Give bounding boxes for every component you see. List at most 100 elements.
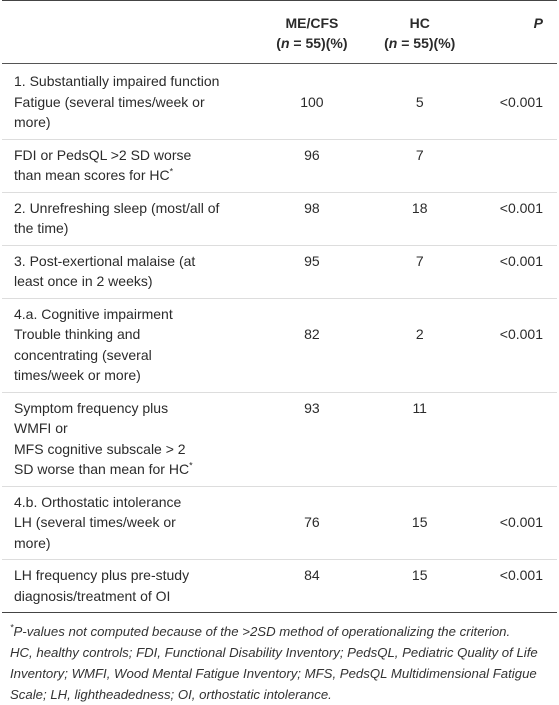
label-line: LH frequency plus pre-study (14, 567, 190, 583)
value-cell: <0.001 (474, 64, 557, 140)
cell-value: 93 (304, 399, 320, 416)
table-row: Symptom frequency plus WMFI or MFS cogniti… (2, 391, 557, 486)
header-cell: ME/CFS (n = 55)(%) (258, 0, 366, 64)
value-cell: 98 (258, 191, 366, 245)
value-cell: 7 (365, 138, 474, 192)
cell-value: 2 (415, 326, 424, 342)
cell-value: 18 (411, 199, 428, 216)
value-cell: 5 (366, 64, 474, 140)
header-subtitle: (n = 55)(%) (276, 35, 348, 51)
row-label: Symptom frequency plus WMFI or MFS cogniti… (2, 391, 258, 486)
cell-value: 84 (304, 567, 320, 583)
footnote-line: Inventory; WMFI, Wood Mental Fatigue Inv… (10, 663, 557, 684)
value-cell: 15 (365, 485, 474, 560)
cell-value: 15 (411, 567, 428, 583)
row-label: 3. Post-exertional malaise (at least once… (2, 244, 258, 298)
header-cell: P (473, 0, 557, 64)
value-cell: 100 (258, 64, 366, 140)
cell-value: <0.001 (499, 514, 543, 530)
footnote: *P-values not computed because of the >2… (2, 613, 557, 705)
cell-value: 11 (412, 399, 427, 416)
label-line: Fatigue (several times/week or (14, 93, 205, 110)
cell-value: 7 (415, 252, 424, 269)
value-cell: 11 (365, 391, 474, 486)
footnote-text: HC, healthy controls; FDI, Functional Di… (10, 645, 538, 660)
value-cell: <0.001 (473, 485, 557, 560)
value-cell: <0.001 (473, 191, 557, 245)
value-cell: 18 (365, 191, 474, 245)
footnote-line: Scale; LH, lightheadedness; OI, orthosta… (10, 684, 557, 705)
cell-value: <0.001 (499, 93, 543, 110)
footnote-line: *P-values not computed because of the >2… (10, 621, 557, 642)
cell-value: <0.001 (499, 199, 543, 216)
cell-value: 82 (304, 326, 320, 342)
cell-value: 7 (415, 146, 424, 163)
table-row: 3. Post-exertional malaise (at least once… (2, 244, 557, 298)
cell-value: 100 (300, 93, 324, 110)
label-line: WMFI or (14, 420, 68, 436)
row-label: LH frequency plus pre-study diagnosis/tre… (2, 559, 258, 613)
label-line: concentrating (several (14, 346, 152, 363)
label-line: more) (14, 534, 51, 551)
value-cell: 84 (258, 559, 366, 613)
header-title: ME/CFS (285, 15, 339, 31)
header-n: n (388, 35, 398, 51)
footnote-text: Scale; LH, lightheadedness; OI, orthosta… (10, 687, 332, 702)
header-n: n (280, 35, 290, 51)
value-cell: <0.001 (473, 559, 557, 613)
label-line: the time) (14, 220, 69, 236)
header-cell (2, 0, 258, 64)
value-cell: <0.001 (473, 297, 557, 392)
value-cell: 2 (365, 297, 474, 392)
value-cell: 76 (258, 485, 366, 560)
table-row: LH frequency plus pre-study diagnosis/tre… (2, 559, 557, 613)
label-line: MFS cognitive subscale > 2 (14, 440, 186, 457)
header-title: P (533, 15, 543, 31)
row-label: 2. Unrefreshing sleep (most/all of the ti… (2, 191, 258, 245)
label-line: times/week or more) (14, 367, 141, 383)
value-cell: 93 (258, 391, 366, 486)
label-line: least once in 2 weeks) (14, 273, 153, 289)
cell-value: <0.001 (499, 567, 543, 583)
label-line: more) (14, 114, 51, 130)
row-heading: 4.a. Cognitive impairment (14, 305, 173, 322)
cell-value: 98 (304, 199, 320, 216)
footnote-mark: * (10, 622, 14, 633)
label-line: 3. Post-exertional malaise (at (14, 252, 196, 269)
cell-value: 95 (304, 252, 320, 269)
table-row: FDI or PedsQL >2 SD worse than mean score… (2, 138, 557, 192)
value-cell: 95 (258, 244, 366, 298)
header-cell: HC (n = 55)(%) (365, 0, 474, 64)
row-label: 1. Substantially impaired function Fatigu… (2, 64, 258, 140)
value-cell: 82 (258, 297, 366, 392)
footnote-mark: * (189, 460, 193, 471)
label-line: than mean scores for HC* (14, 166, 174, 183)
row-heading: 1. Substantially impaired function (14, 73, 220, 89)
header-rest: = 55)(%) (289, 35, 348, 51)
label-line: 2. Unrefreshing sleep (most/all of (14, 199, 220, 216)
table-row: 4.b. Orthostatic intolerance LH (several … (2, 485, 557, 560)
data-table: ME/CFS (n = 55)(%) HC (n = 55)(%) P 1. Subst… (2, 0, 557, 613)
label-line: Symptom frequency plus (14, 399, 169, 416)
row-label: FDI or PedsQL >2 SD worse than mean score… (2, 138, 258, 192)
cell-value: 5 (415, 93, 424, 110)
header-title: HC (409, 15, 430, 31)
footnote-text: P-values not computed because of the >2S… (13, 624, 511, 639)
label-line: LH (several times/week or (14, 514, 176, 530)
table-row: 1. Substantially impaired function Fatigu… (2, 64, 557, 140)
cell-value: 76 (304, 514, 320, 530)
header-subtitle: (n = 55)(%) (384, 35, 456, 51)
header-rest: = 55)(%) (397, 35, 456, 51)
value-cell (473, 391, 557, 486)
label-line: diagnosis/treatment of OI (14, 587, 171, 604)
header-row: ME/CFS (n = 55)(%) HC (n = 55)(%) P (2, 0, 557, 64)
row-label: 4.a. Cognitive impairment Trouble thinkin… (2, 297, 258, 392)
value-cell: 15 (365, 559, 474, 613)
footnote-line: HC, healthy controls; FDI, Functional Di… (10, 642, 557, 663)
row-label: 4.b. Orthostatic intolerance LH (several … (2, 485, 258, 560)
footnote-mark: * (169, 166, 174, 177)
value-cell (473, 138, 557, 192)
table-body: 1. Substantially impaired function Fatigu… (2, 64, 557, 613)
